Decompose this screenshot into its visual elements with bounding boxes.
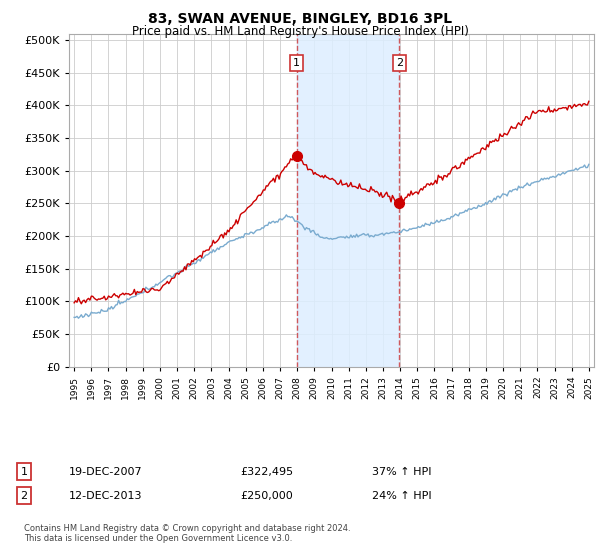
Text: Contains HM Land Registry data © Crown copyright and database right 2024.
This d: Contains HM Land Registry data © Crown c… (24, 524, 350, 543)
Text: 37% ↑ HPI: 37% ↑ HPI (372, 466, 431, 477)
Text: 24% ↑ HPI: 24% ↑ HPI (372, 491, 431, 501)
Bar (296, 34, 399, 367)
Text: 1: 1 (20, 466, 28, 477)
Text: Price paid vs. HM Land Registry's House Price Index (HPI): Price paid vs. HM Land Registry's House … (131, 25, 469, 38)
Text: 83, SWAN AVENUE, BINGLEY, BD16 3PL: 83, SWAN AVENUE, BINGLEY, BD16 3PL (148, 12, 452, 26)
Text: 1: 1 (293, 58, 300, 68)
Text: £322,495: £322,495 (240, 466, 293, 477)
Text: 19-DEC-2007: 19-DEC-2007 (69, 466, 143, 477)
Text: 2: 2 (396, 58, 403, 68)
Text: 12-DEC-2013: 12-DEC-2013 (69, 491, 143, 501)
Text: £250,000: £250,000 (240, 491, 293, 501)
Text: 2: 2 (20, 491, 28, 501)
